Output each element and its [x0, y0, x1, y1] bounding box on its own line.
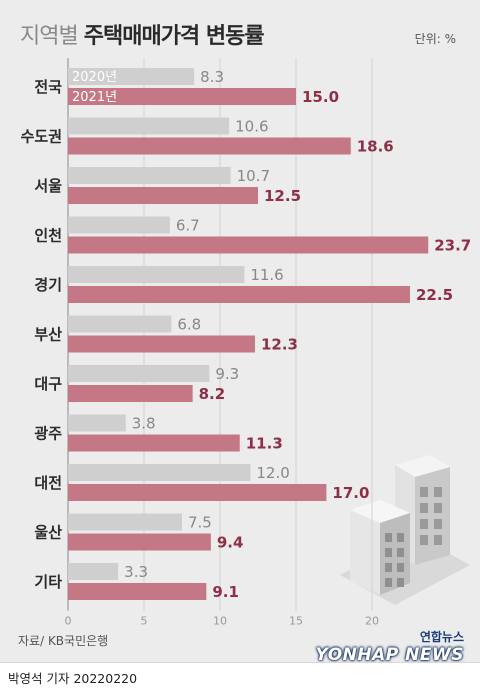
value-label-2021: 18.6 [357, 138, 394, 156]
legend-2020: 2020년 [72, 70, 117, 85]
chart-title: 지역별 주택매매가격 변동률 [20, 18, 265, 50]
bar-2021 [68, 484, 327, 501]
value-label-2020: 11.6 [250, 266, 283, 284]
value-label-2021: 8.2 [199, 385, 226, 403]
bar-2020 [68, 513, 182, 531]
bar-2020 [68, 68, 195, 85]
credit-line: 박영석 기자 20220220 [8, 671, 138, 686]
bar-2021 [68, 583, 207, 600]
logo-english: YONHAP NEWS [315, 645, 464, 665]
category-label: 광주 [34, 425, 62, 443]
value-label-2021: 11.3 [246, 435, 283, 453]
bar-2020 [68, 315, 172, 333]
bar-2021 [68, 88, 296, 105]
category-label: 인천 [34, 227, 62, 245]
x-tick-label: 15 [289, 615, 303, 628]
category-label: 기타 [34, 573, 62, 591]
bar-2020 [68, 563, 119, 580]
x-tick-label: 5 [141, 615, 148, 628]
value-label-2020: 6.8 [177, 316, 201, 334]
category-label: 대전 [34, 474, 62, 492]
bar-2021 [68, 137, 351, 155]
category-label: 대구 [34, 375, 62, 393]
title-light: 지역별 [20, 24, 79, 49]
bar-2021 [68, 187, 258, 204]
category-label: 울산 [34, 524, 62, 542]
bar-2020 [68, 216, 170, 234]
value-label-2020: 7.5 [188, 514, 212, 532]
category-label: 부산 [34, 326, 62, 344]
unit-label: 단위: % [414, 32, 456, 46]
x-tick-label: 0 [65, 615, 72, 628]
title-bold: 주택매매가격 변동률 [83, 24, 265, 49]
category-label: 서울 [34, 177, 62, 195]
bar-2021 [68, 286, 410, 303]
value-label-2021: 9.1 [212, 583, 239, 601]
x-tick-label: 10 [213, 615, 227, 628]
footer-bar: 박영석 기자 20220220 [0, 662, 480, 690]
value-label-2021: 17.0 [332, 484, 369, 502]
x-tick-label: 20 [365, 615, 379, 628]
source-label: 자료/ KB국민은행 [18, 634, 109, 648]
value-label-2020: 9.3 [215, 365, 239, 383]
value-label-2021: 12.5 [264, 187, 301, 205]
legend-2021: 2021년 [72, 90, 117, 105]
bar-2021 [68, 236, 429, 254]
bar-2020 [68, 464, 251, 481]
value-label-2021: 22.5 [416, 286, 453, 304]
category-label: 수도권 [21, 128, 62, 146]
value-label-2020: 6.7 [176, 217, 200, 235]
logo-korean: 연합뉴스 [419, 630, 464, 644]
value-label-2021: 15.0 [302, 88, 339, 106]
bar-2020 [68, 117, 230, 135]
value-label-2020: 10.7 [237, 167, 270, 185]
value-label-2021: 23.7 [434, 237, 471, 255]
bar-2020 [68, 167, 231, 184]
value-label-2021: 9.4 [217, 534, 244, 552]
category-label: 경기 [34, 276, 62, 294]
value-label-2020: 12.0 [256, 464, 289, 482]
bar-2021 [68, 335, 255, 353]
value-label-2020: 10.6 [235, 118, 268, 136]
value-label-2020: 3.8 [132, 415, 156, 433]
bar-2021 [68, 533, 211, 551]
bar-2020 [68, 414, 126, 432]
bar-2020 [68, 266, 245, 283]
value-label-2020: 3.3 [124, 563, 148, 581]
bar-2021 [68, 434, 240, 452]
category-label: 전국 [34, 78, 62, 96]
value-label-2021: 12.3 [261, 336, 298, 354]
bar-2021 [68, 385, 193, 402]
building-illustration-icon [340, 455, 470, 605]
bar-2020 [68, 365, 210, 382]
yonhap-logo-icon: 연합뉴스 YONHAP NEWS [316, 628, 464, 665]
value-label-2020: 8.3 [200, 68, 224, 86]
